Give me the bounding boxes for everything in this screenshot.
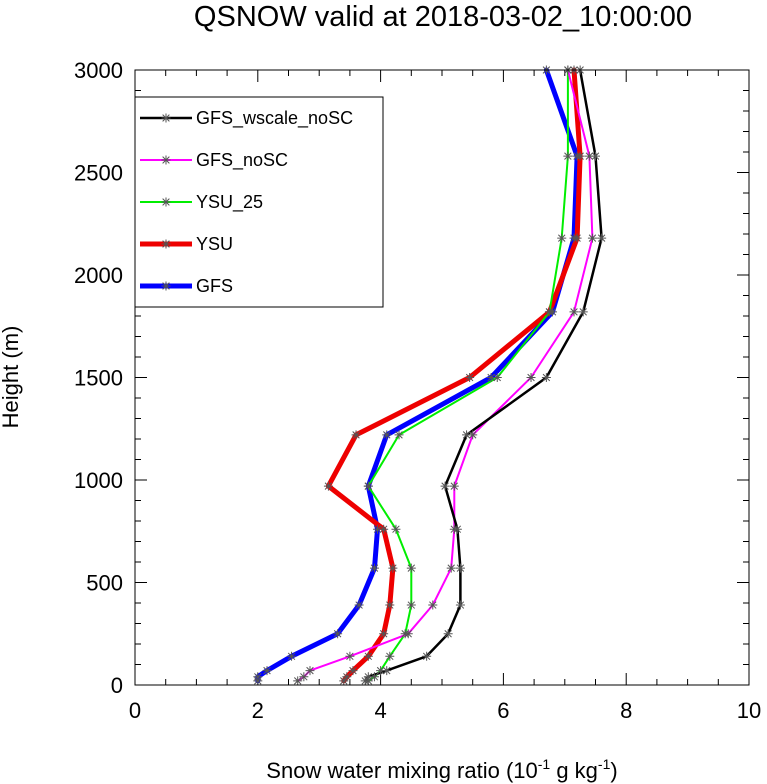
series-marker-GFS_wscale_noSC	[591, 151, 600, 161]
series-marker-GFS_wscale_noSC	[455, 563, 465, 573]
series-marker-GFS	[262, 666, 272, 676]
series-marker-YSU	[385, 600, 395, 610]
series-marker-GFS_noSC	[345, 651, 355, 661]
series-marker-YSU_25	[391, 524, 401, 534]
series-marker-GFS	[486, 373, 496, 382]
x-axis-label: Snow water mixing ratio (10-1 g kg-1)	[266, 756, 617, 783]
y-tick-label: 2000	[74, 263, 123, 288]
x-ticks: 0 2 4 6 8 10	[129, 70, 761, 723]
series-marker-YSU	[339, 676, 349, 686]
series-marker-YSU	[351, 430, 361, 440]
series-marker-YSU_25	[492, 373, 502, 382]
legend-marker-GFS_wscale_noSC	[161, 113, 171, 123]
x-tick-label: 2	[252, 698, 264, 723]
series-marker-GFS_noSC	[587, 233, 597, 243]
series-marker-GFS_wscale_noSC	[455, 600, 465, 610]
series-marker-YSU_25	[406, 563, 416, 573]
x-axis-label-prefix: Snow water mixing ratio (10	[266, 758, 537, 783]
series-marker-YSU_25	[557, 233, 567, 243]
series-marker-GFS_wscale_noSC	[597, 233, 607, 243]
series-marker-YSU_25	[563, 151, 573, 161]
series-marker-YSU	[363, 651, 373, 661]
series-marker-YSU_25	[369, 672, 379, 682]
legend-marker-YSU_25	[161, 197, 171, 207]
x-tick-label: 6	[497, 698, 509, 723]
x-tick-label: 4	[374, 698, 386, 723]
x-tick-label: 0	[129, 698, 141, 723]
series-marker-GFS_noSC	[293, 676, 303, 686]
legend-label-GFS_noSC: GFS_noSC	[196, 150, 288, 171]
series-marker-YSU_25	[406, 600, 416, 610]
series-marker-GFS_noSC	[428, 600, 438, 610]
y-axis-label: Height (m)	[0, 326, 23, 429]
plot-frame	[134, 69, 750, 686]
series-marker-GFS_noSC	[299, 672, 309, 682]
series-marker-YSU_25	[385, 651, 395, 661]
y-tick-label: 0	[111, 673, 123, 698]
chart-title: QSNOW valid at 2018-03-02_10:00:00	[194, 1, 692, 33]
series-marker-YSU_25	[363, 676, 373, 686]
series-marker-YSU	[342, 672, 352, 682]
x-tick-label: 8	[620, 698, 632, 723]
series-marker-YSU	[379, 629, 389, 639]
legend: GFS_wscale_noSC GFS_noSC YSU_25 YSU GFS	[134, 96, 384, 308]
x-axis-label-sup1: -1	[538, 756, 551, 772]
series-marker-YSU_25	[394, 430, 404, 440]
series-marker-GFS	[382, 430, 392, 440]
series-marker-GFS_noSC	[468, 430, 478, 440]
x-axis-label-mid: g kg	[550, 758, 598, 783]
series-marker-GFS_wscale_noSC	[462, 430, 472, 440]
series-marker-YSU	[323, 481, 333, 491]
series-marker-GFS	[333, 629, 343, 639]
series-marker-GFS	[572, 151, 582, 161]
legend-label-GFS: GFS	[196, 276, 233, 296]
series-markers	[253, 65, 607, 686]
series-marker-GFS	[369, 563, 379, 573]
series-marker-GFS	[287, 651, 297, 661]
y-tick-label: 500	[86, 571, 123, 596]
legend-label-GFS_wscale_noSC: GFS_wscale_noSC	[196, 108, 353, 129]
y-tick-label: 2500	[74, 161, 123, 186]
series-marker-GFS_wscale_noSC	[422, 651, 432, 661]
series-marker-GFS_noSC	[584, 151, 594, 161]
y-tick-label: 1500	[74, 366, 123, 391]
series-marker-GFS_noSC	[305, 666, 315, 676]
legend-label-YSU_25: YSU_25	[196, 192, 263, 213]
series-marker-GFS	[569, 233, 579, 243]
series-marker-GFS_wscale_noSC	[541, 373, 551, 382]
legend-marker-YSU	[161, 239, 171, 249]
series-marker-GFS	[253, 672, 263, 682]
legend-marker-GFS	[161, 281, 171, 291]
series-marker-YSU	[379, 524, 389, 534]
series-marker-GFS_noSC	[569, 307, 579, 317]
series-line-GFS_wscale_noSC	[364, 68, 603, 683]
legend-marker-GFS_noSC	[161, 155, 171, 165]
x-axis-label-suffix: )	[610, 758, 617, 783]
y-tick-label: 3000	[74, 58, 123, 83]
series-marker-GFS	[373, 524, 383, 534]
series-marker-GFS_wscale_noSC	[382, 666, 392, 676]
x-axis-label-sup2: -1	[598, 756, 611, 772]
x-tick-label: 10	[737, 698, 761, 723]
series-marker-GFS_wscale_noSC	[440, 481, 450, 491]
y-ticks: 0 500 1000 1500 2000 2500 3000	[74, 58, 749, 698]
series-marker-YSU	[348, 666, 358, 676]
series-marker-GFS_noSC	[526, 373, 536, 382]
series-marker-YSU	[388, 563, 398, 573]
series-marker-GFS_wscale_noSC	[578, 307, 588, 317]
series-marker-GFS_noSC	[446, 563, 456, 573]
series-marker-YSU_25	[376, 666, 386, 676]
series-marker-GFS	[354, 600, 364, 610]
series-marker-GFS_noSC	[449, 524, 459, 534]
legend-label-YSU: YSU	[196, 234, 233, 254]
series-marker-GFS	[363, 481, 373, 491]
series-marker-GFS	[548, 307, 558, 317]
series-marker-YSU_25	[400, 629, 410, 639]
y-tick-label: 1000	[74, 468, 123, 493]
series-marker-GFS_noSC	[449, 481, 459, 491]
series-marker-GFS_wscale_noSC	[443, 629, 453, 639]
series-marker-YSU	[465, 373, 475, 382]
